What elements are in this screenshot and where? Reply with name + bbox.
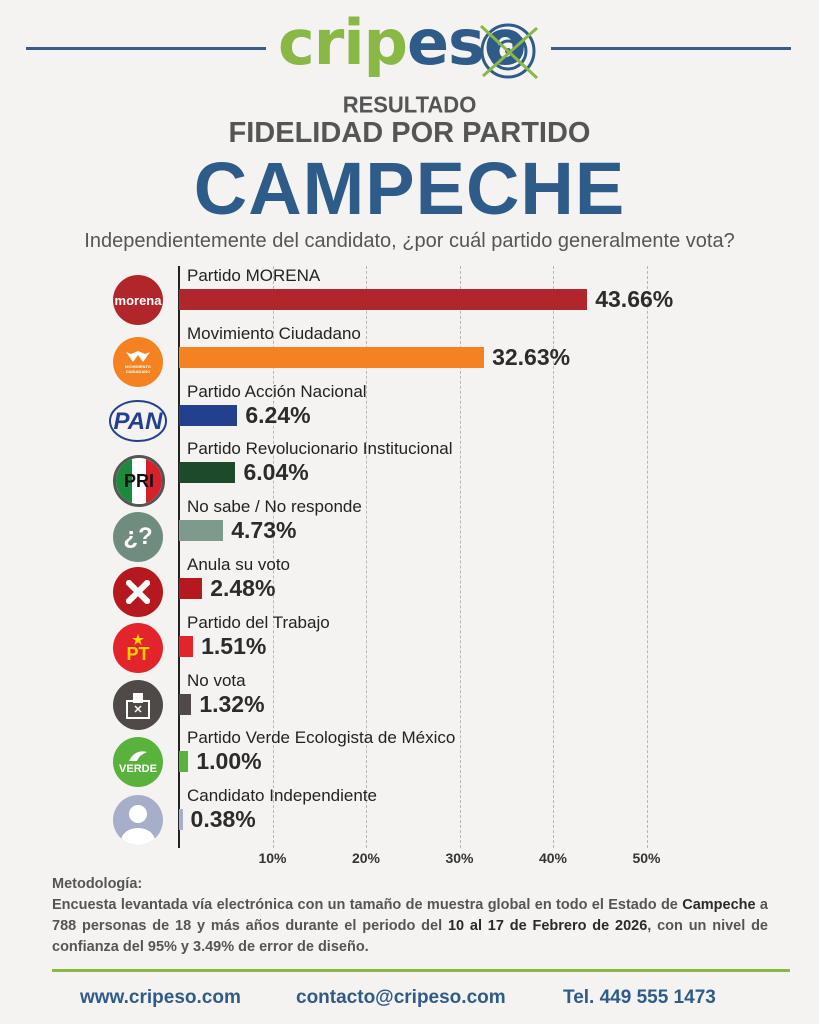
bar-category-label: Partido del Trabajo [187, 612, 330, 632]
page-title: CAMPECHE [193, 147, 626, 230]
footer-website-link[interactable]: www.cripeso.com [80, 987, 241, 1008]
bar [179, 520, 224, 542]
bar [179, 462, 236, 484]
methodology-block: Metodología: Encuesta levantada vía elec… [52, 874, 768, 958]
bar-category-label: Partido Revolucionario Institucional [187, 439, 453, 459]
footer-divider [52, 969, 790, 972]
x-tick-label: 20% [351, 850, 381, 866]
bar-category-label: Candidato Independiente [187, 786, 377, 806]
methodology-text: Encuesta levantada vía electrónica con u… [52, 897, 769, 955]
bar-category-label: Partido Acción Nacional [187, 381, 367, 401]
bar-value-label: 0.38% [190, 806, 256, 833]
morena-logo-icon: morena [113, 275, 163, 325]
header-subtitle: FIDELIDAD POR PARTIDO [228, 117, 591, 149]
ballot-box-icon [113, 680, 163, 730]
cross-x-icon [113, 567, 163, 617]
header-resultado: RESULTADO [342, 91, 477, 118]
movimiento-ciudadano-logo-icon: MOVIMIENTO CIUDADANO [113, 337, 163, 387]
bar-category-label: Partido Verde Ecologista de México [187, 728, 456, 748]
bar-value-label: 4.73% [231, 517, 297, 544]
bar [179, 404, 238, 426]
bar-value-label: 1.00% [196, 748, 262, 775]
bar-value-label: 43.66% [595, 286, 674, 312]
bar-value-label: 32.63% [492, 343, 571, 370]
x-tick-label: 30% [445, 850, 474, 866]
header-right-line [551, 47, 791, 50]
y-axis-line [178, 266, 180, 848]
gridline [553, 266, 554, 848]
gridline [366, 266, 367, 848]
pan-logo-icon: PAN [108, 397, 168, 447]
logo-part1: crip [278, 6, 408, 79]
bar [179, 578, 203, 599]
pri-logo-icon: PRI [113, 455, 165, 507]
pt-logo-icon: PT [113, 623, 163, 673]
bar-category-label: Anula su voto [187, 555, 291, 574]
bar-category-label: Partido MORENA [187, 266, 321, 285]
bar-category-label: No vota [187, 670, 246, 690]
bar-value-label: 2.48% [210, 575, 276, 601]
cripeso-logo: cripeso [278, 6, 539, 82]
question-mark-icon: ¿? [113, 512, 163, 562]
bar-value-label: 1.51% [201, 632, 267, 659]
survey-question: Independientemente del candidato, ¿por c… [84, 230, 735, 252]
methodology-title: Metodología: [52, 876, 143, 892]
x-tick-label: 10% [258, 850, 287, 866]
gridline [272, 266, 274, 848]
footer-email-link[interactable]: contacto@cripeso.com [296, 987, 506, 1008]
bar [179, 809, 183, 831]
bar [179, 346, 485, 368]
x-tick-label: 40% [538, 850, 568, 866]
person-silhouette-icon [113, 795, 163, 845]
bar-category-label: Movimiento Ciudadano [187, 323, 361, 343]
bar [179, 289, 588, 310]
gridline [459, 266, 461, 848]
bar-value-label: 1.32% [199, 690, 265, 717]
verde-logo-icon: VERDE [113, 737, 163, 787]
bar [179, 635, 194, 657]
target-icon [479, 23, 539, 80]
bar [179, 693, 192, 715]
x-tick-label: 50% [632, 850, 661, 866]
bar-category-label: No sabe / No responde [187, 497, 362, 517]
bar [179, 751, 189, 773]
footer-phone: Tel. 449 555 1473 [563, 987, 716, 1008]
bar-value-label: 6.04% [243, 459, 309, 486]
bar-value-label: 6.24% [245, 401, 311, 428]
header-left-line [26, 47, 266, 50]
gridline [646, 266, 648, 848]
